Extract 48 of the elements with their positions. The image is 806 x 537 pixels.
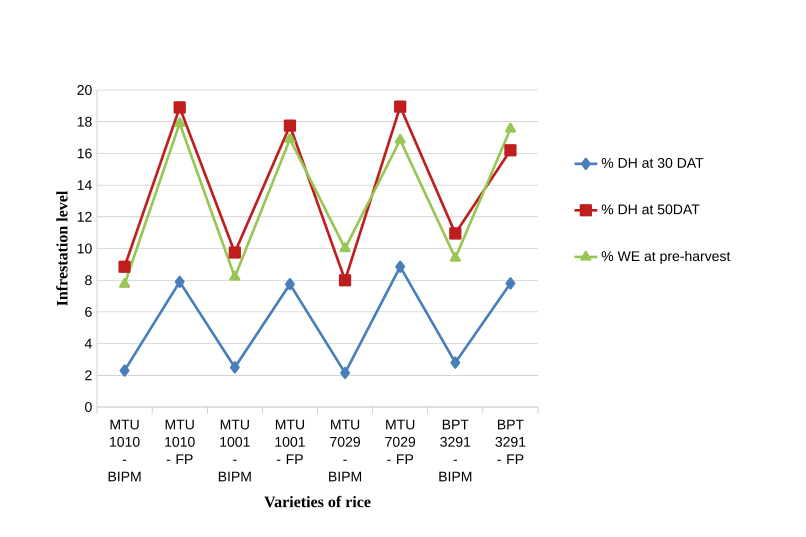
point [395,260,406,273]
point [338,274,352,286]
point [120,364,130,377]
point [285,278,295,290]
y-tick-label: 0 [85,402,92,412]
y-tick-label: 4 [84,338,92,348]
point [228,246,241,259]
y-tick-label: 2 [85,370,92,380]
point [118,260,131,273]
point [504,144,517,156]
y-tick-label: 12 [78,212,92,222]
y-tick-label: 18 [78,116,92,127]
y-tick-label: 10 [78,244,92,254]
legend-label: % DH at 30 DAT [602,158,704,168]
point [394,134,406,144]
y-tick-label: 8 [85,275,92,286]
point [449,227,462,240]
point [284,133,296,143]
x-tick-label: MTU 1010 - BIPM [108,420,141,482]
x-tick-label: MTU 1001 - BIPM [218,420,251,482]
point [450,252,461,262]
y-tick-label: 14 [78,180,92,190]
point [174,117,186,128]
legend-label: % DH at 50DAT [602,204,700,214]
x-axis-title: Varieties of rice [264,496,371,508]
point [230,361,240,374]
y-tick-label: 20 [77,85,92,95]
y-tick-label: 16 [78,148,92,158]
point [394,100,406,113]
x-tick-label: MTU 7029 - BIPM [329,420,362,482]
point [340,366,350,380]
x-tick-label: MTU 1001 - FP [275,420,305,464]
y-axis-title: Infrestation level [56,190,68,306]
point [119,278,130,288]
x-tick-label: BPT 3291 - FP [495,420,526,464]
point [340,242,351,252]
point [506,277,516,290]
x-tick-label: MTU 1010 - FP [165,420,195,464]
y-tick-label: 6 [85,306,92,317]
point [174,276,185,288]
legend-label: % WE at pre-harvest [602,250,730,264]
x-tick-label: BPT 3291 - BIPM [439,420,472,482]
x-tick-label: MTU 7029 - FP [385,420,416,464]
point [284,120,296,132]
point [450,356,460,369]
point [504,122,516,133]
point [174,101,186,114]
point [229,270,240,281]
